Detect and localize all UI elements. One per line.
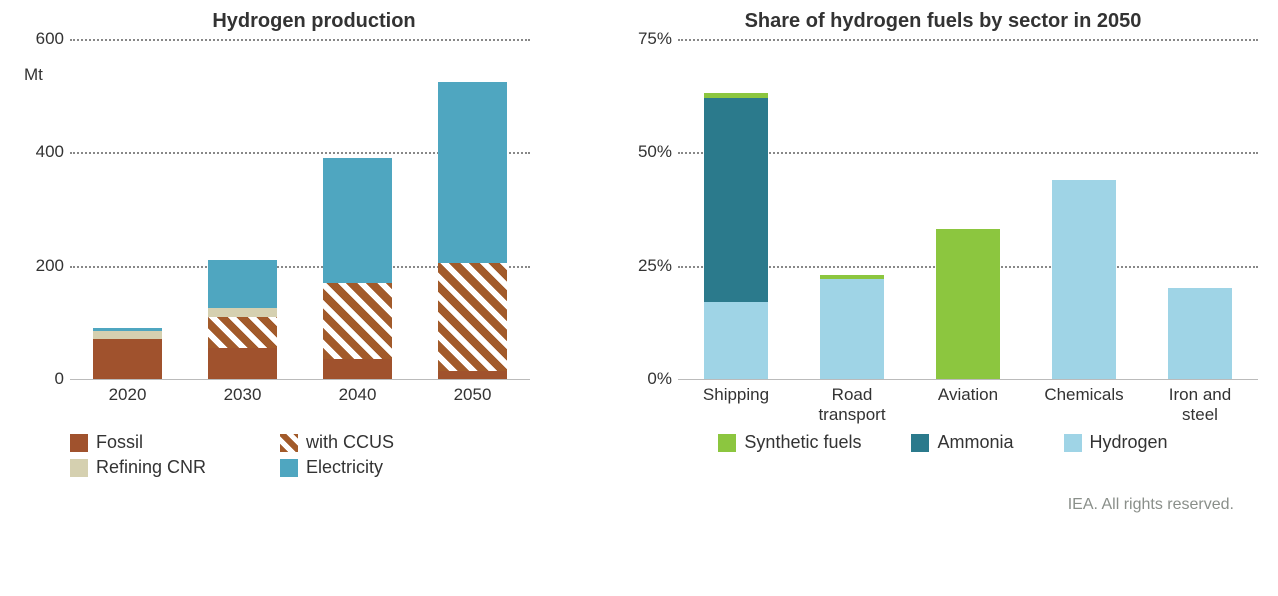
segment-ccus xyxy=(323,283,392,360)
legend-item-hydrogen: Hydrogen xyxy=(1064,432,1168,453)
x-tick-label: 2050 xyxy=(415,385,530,405)
attribution-footer: IEA. All rights reserved. xyxy=(20,478,1258,520)
bar-2020 xyxy=(93,328,162,379)
x-tick-label: 2030 xyxy=(185,385,300,405)
segment-electricity xyxy=(438,82,507,263)
bar-2040 xyxy=(323,158,392,379)
legend-item-synthetic: Synthetic fuels xyxy=(718,432,861,453)
segment-ccus xyxy=(438,263,507,371)
segment-fossil xyxy=(323,359,392,379)
legend-label: Hydrogen xyxy=(1090,432,1168,453)
legend-label: with CCUS xyxy=(306,432,394,453)
segment-refining xyxy=(208,308,277,317)
bar-chemicals xyxy=(1052,180,1116,379)
x-tick-label: 2020 xyxy=(70,385,185,405)
y-tick-label: 0% xyxy=(628,369,672,389)
y-tick-label: 600 xyxy=(20,29,64,49)
legend-item-fossil: Fossil xyxy=(70,432,250,453)
y-tick-label: 50% xyxy=(628,142,672,162)
segment-fossil xyxy=(208,348,277,379)
legend-label: Ammonia xyxy=(937,432,1013,453)
segment-ccus xyxy=(208,317,277,348)
y-tick-label: 200 xyxy=(20,256,64,276)
legend-item-electricity: Electricity xyxy=(280,457,460,478)
segment-electricity xyxy=(208,260,277,308)
left-chart-title: Hydrogen production xyxy=(20,10,608,33)
bar-shipping xyxy=(704,93,768,379)
segment-hydrogen xyxy=(1052,180,1116,379)
x-tick-label: Aviation xyxy=(910,385,1026,405)
bar-road-transport xyxy=(820,275,884,379)
y-tick-label: 400 xyxy=(20,142,64,162)
segment-refining xyxy=(93,331,162,340)
x-tick-label: Roadtransport xyxy=(794,385,910,424)
right-plot-area: 0%25%50%75%ShippingRoadtransportAviation… xyxy=(678,39,1258,380)
right-legend: Synthetic fuels Ammonia Hydrogen xyxy=(628,432,1258,453)
hydrogen-production-panel: Hydrogen production Mt 02004006002020203… xyxy=(20,10,608,478)
x-tick-label: Shipping xyxy=(678,385,794,405)
bar-aviation xyxy=(936,229,1000,379)
legend-label: Synthetic fuels xyxy=(744,432,861,453)
segment-electricity xyxy=(323,158,392,283)
gridline xyxy=(70,39,530,41)
right-chart-title: Share of hydrogen fuels by sector in 205… xyxy=(628,10,1258,33)
left-plot-area: Mt 02004006002020203020402050 xyxy=(70,39,530,380)
segment-hydrogen xyxy=(820,279,884,379)
sector-share-panel: Share of hydrogen fuels by sector in 205… xyxy=(628,10,1258,478)
y-tick-label: 0 xyxy=(20,369,64,389)
left-y-axis-label: Mt xyxy=(24,65,43,85)
y-tick-label: 25% xyxy=(628,256,672,276)
x-tick-label: Iron andsteel xyxy=(1142,385,1258,424)
legend-item-ammonia: Ammonia xyxy=(911,432,1013,453)
bar-2050 xyxy=(438,82,507,379)
segment-ammonia xyxy=(704,98,768,302)
x-tick-label: Chemicals xyxy=(1026,385,1142,405)
left-legend: Fossil with CCUS Refining CNR Electricity xyxy=(70,432,608,478)
legend-label: Electricity xyxy=(306,457,383,478)
gridline xyxy=(678,39,1258,41)
legend-label: Refining CNR xyxy=(96,457,206,478)
x-tick-label: 2040 xyxy=(300,385,415,405)
legend-label: Fossil xyxy=(96,432,143,453)
segment-fossil xyxy=(438,371,507,380)
legend-item-ccus: with CCUS xyxy=(280,432,460,453)
segment-hydrogen xyxy=(1168,288,1232,379)
bar-iron-and-steel xyxy=(1168,288,1232,379)
segment-synthetic xyxy=(936,229,1000,379)
legend-item-refining: Refining CNR xyxy=(70,457,250,478)
segment-fossil xyxy=(93,339,162,379)
y-tick-label: 75% xyxy=(628,29,672,49)
bar-2030 xyxy=(208,260,277,379)
segment-hydrogen xyxy=(704,302,768,379)
